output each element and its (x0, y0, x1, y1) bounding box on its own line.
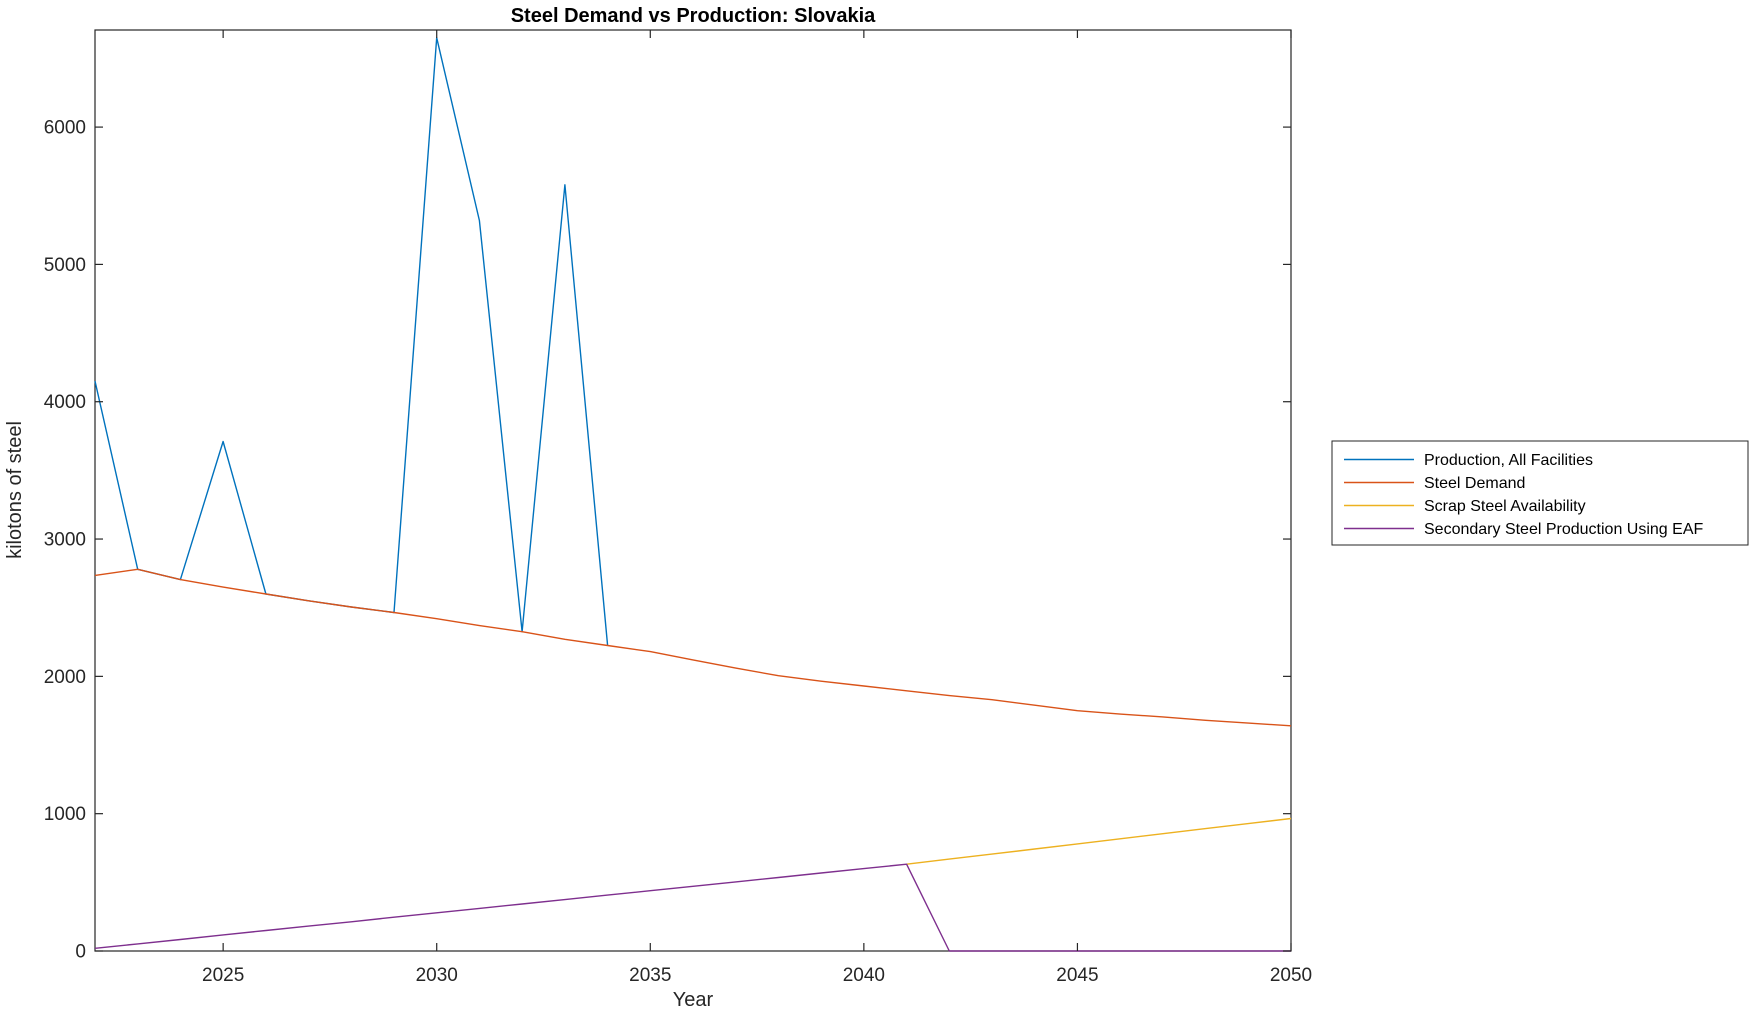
plot-area (94, 29, 1292, 952)
legend-label-secondary-eaf: Secondary Steel Production Using EAF (1424, 521, 1703, 538)
series-line-3 (94, 863, 1291, 952)
legend-label-production: Production, All Facilities (1424, 452, 1593, 469)
y-tick-label: 5000 (44, 255, 86, 276)
y-tick-label: 3000 (44, 530, 86, 551)
y-tick-label: 2000 (44, 667, 86, 688)
x-tick-label: 2035 (629, 965, 671, 986)
legend: Production, All Facilities Steel Demand … (1331, 440, 1749, 546)
x-tick-label: 2040 (843, 965, 885, 986)
x-tick-label: 2025 (202, 965, 244, 986)
y-tick-label: 4000 (44, 392, 86, 413)
legend-border (1331, 440, 1749, 546)
x-tick-label: 2030 (416, 965, 458, 986)
y-tick-label: 0 (75, 942, 86, 963)
series-line-1 (94, 568, 1292, 727)
x-axis-label: Year (673, 989, 714, 1011)
chart-title: Steel Demand vs Production: Slovakia (511, 5, 876, 27)
y-tick-label: 6000 (44, 118, 86, 139)
series-layer (94, 37, 1292, 952)
ticks-layer: 2025 2030 2035 2040 2045 2050 0 1000 2000 3000 400… (44, 30, 1312, 986)
legend-label-demand: Steel Demand (1424, 475, 1525, 492)
x-tick-label: 2045 (1056, 965, 1098, 986)
x-tick-label: 2050 (1270, 965, 1312, 986)
series-line-0 (94, 37, 609, 646)
legend-label-scrap: Scrap Steel Availability (1424, 498, 1586, 515)
series-line-2 (906, 817, 1292, 865)
y-axis-label: kilotons of steel (4, 421, 26, 559)
y-tick-label: 1000 (44, 804, 86, 825)
